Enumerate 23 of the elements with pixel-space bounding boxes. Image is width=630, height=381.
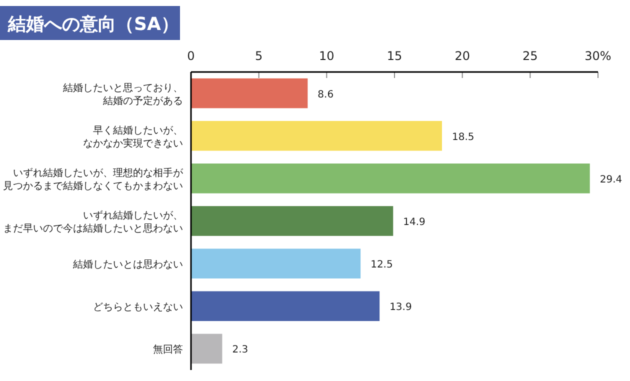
data-label: 12.5 xyxy=(370,260,393,271)
x-tick-label: 5 xyxy=(255,49,263,63)
data-label: 13.9 xyxy=(390,302,412,314)
data-label: 8.6 xyxy=(318,89,334,100)
data-label: 18.5 xyxy=(452,132,474,143)
title: 結婚への意向（SA） xyxy=(0,6,180,40)
y-tick-label: 早く結婚したいが、なかなか実現できない xyxy=(83,125,183,150)
x-tick-label: 25 xyxy=(522,49,538,63)
x-tick-label: 0 xyxy=(187,49,195,63)
y-tick-label: 結婚したいと思っており、結婚の予定がある xyxy=(62,82,183,107)
data-label: 14.9 xyxy=(403,217,426,228)
y-tick-label: 無回答 xyxy=(153,344,183,356)
x-tick-label: 20 xyxy=(454,49,470,63)
y-tick-label: どちらともいえない xyxy=(93,302,183,314)
x-tick-label: 10 xyxy=(319,49,334,63)
y-tick-label: いずれ結婚したいが、まだ早いので今は結婚したいと思わない xyxy=(3,210,183,234)
data-label: 29.4 xyxy=(600,174,622,186)
x-tick-label: 15 xyxy=(386,49,402,63)
data-label: 2.3 xyxy=(232,344,248,356)
x-tick-label: 30% xyxy=(584,49,612,63)
y-tick-label: いずれ結婚したいが、理想的な相手が見つかるまで結婚しなくてもかまわない xyxy=(3,166,184,192)
chart-title: 結婚への意向（SA） xyxy=(7,14,179,35)
y-tick-label: 結婚したいとは思わない xyxy=(72,260,183,271)
